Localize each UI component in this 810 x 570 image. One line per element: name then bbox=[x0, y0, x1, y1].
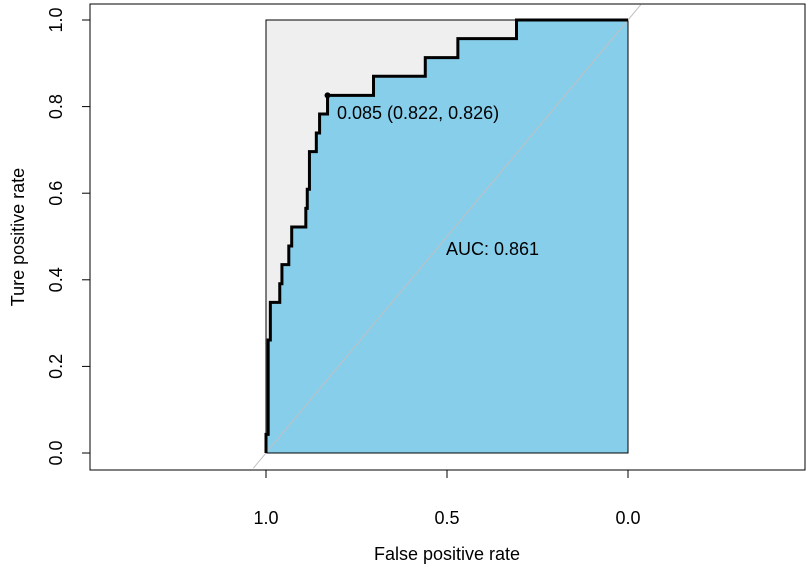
unit-square-border bbox=[265, 19, 629, 454]
roc-curve bbox=[264, 18, 628, 453]
auc-label: AUC: 0.861 bbox=[446, 239, 539, 259]
threshold-point bbox=[324, 92, 331, 99]
y-axis-label: Ture positive rate bbox=[8, 168, 28, 306]
x-axis-label: False positive rate bbox=[374, 544, 520, 564]
x-tick-label: 0.0 bbox=[615, 508, 640, 528]
plot-area bbox=[252, 4, 642, 469]
threshold-label: 0.085 (0.822, 0.826) bbox=[337, 103, 499, 123]
y-tick-label: 0.6 bbox=[46, 181, 66, 206]
y-tick-label: 0.4 bbox=[46, 267, 66, 292]
x-tick-label: 0.5 bbox=[434, 508, 459, 528]
y-tick-label: 0.2 bbox=[46, 354, 66, 379]
y-tick-label: 0.8 bbox=[46, 94, 66, 119]
x-tick-label: 1.0 bbox=[253, 508, 278, 528]
y-tick-label: 0.0 bbox=[46, 440, 66, 465]
y-axis: 0.0 0.2 0.4 0.6 0.8 1.0 bbox=[46, 7, 91, 466]
diagonal-reference-line bbox=[252, 4, 642, 469]
x-axis: 1.0 0.5 0.0 bbox=[253, 469, 641, 528]
y-tick-label: 1.0 bbox=[46, 7, 66, 32]
